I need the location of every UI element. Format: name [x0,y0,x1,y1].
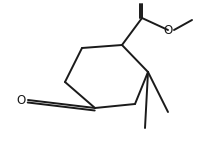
Text: O: O [163,24,173,37]
Text: O: O [138,0,148,3]
Text: O: O [17,94,26,107]
